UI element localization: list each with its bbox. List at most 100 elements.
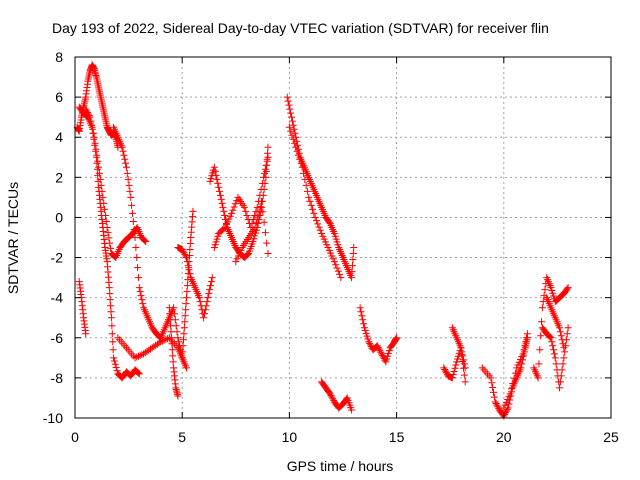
data-point-interp xyxy=(112,363,120,371)
data-point-interp xyxy=(459,364,467,372)
data-point-interp xyxy=(141,237,149,245)
data-point-interp xyxy=(230,203,238,211)
data-point-interp xyxy=(102,217,110,225)
data-point-interp xyxy=(307,201,315,209)
data-point-interp xyxy=(211,167,219,175)
data-point xyxy=(487,374,495,382)
data-point-interp xyxy=(332,261,340,269)
y-tick-label: -10 xyxy=(43,410,63,426)
data-point xyxy=(292,143,300,151)
data-point-interp xyxy=(550,346,558,354)
data-point-interp xyxy=(306,197,314,205)
data-point xyxy=(564,284,572,292)
data-point xyxy=(365,338,373,346)
data-point xyxy=(95,163,103,171)
data-point-interp xyxy=(136,351,144,359)
data-point-interp xyxy=(125,181,133,189)
data-point-interp xyxy=(91,139,99,147)
data-point xyxy=(461,378,469,386)
y-tick-label: 6 xyxy=(55,89,63,105)
data-point-interp xyxy=(213,175,221,183)
series-track-c xyxy=(82,105,150,262)
data-point-interp xyxy=(202,302,210,310)
data-point-interp xyxy=(303,187,311,195)
series-track-t xyxy=(500,330,531,412)
data-point-interp xyxy=(287,127,295,135)
data-point-interp xyxy=(185,252,193,260)
plot-frame xyxy=(74,56,612,419)
data-point-interp xyxy=(559,360,567,368)
data-point-interp xyxy=(493,401,501,409)
data-point-interp xyxy=(494,403,502,411)
data-point-interp xyxy=(521,342,529,350)
data-point-interp xyxy=(285,101,293,109)
data-point-interp xyxy=(134,369,142,377)
data-point-interp xyxy=(328,393,336,401)
data-point-interp xyxy=(140,236,148,244)
data-point xyxy=(283,93,291,101)
axes: 0 5 10 15 20 25 -10 -8 -6 -4 -2 0 2 4 6 8 xyxy=(43,49,619,445)
data-point xyxy=(200,314,208,322)
data-point-interp xyxy=(179,247,187,255)
data-point-interp xyxy=(106,296,114,304)
data-point-interp xyxy=(288,131,296,139)
data-point-interp xyxy=(460,371,468,379)
data-point-interp xyxy=(561,348,569,356)
data-point-interp xyxy=(88,121,96,129)
data-point-interp xyxy=(552,360,560,368)
data-point-interp xyxy=(220,225,228,233)
data-point xyxy=(185,264,193,272)
series-track-p xyxy=(356,304,401,366)
data-point xyxy=(260,173,268,181)
data-point-interp xyxy=(101,211,109,219)
y-tick-label: -6 xyxy=(51,330,64,346)
data-point xyxy=(131,234,139,241)
data-point-interp xyxy=(535,360,543,368)
data-point-interp xyxy=(557,372,565,380)
data-point-interp xyxy=(181,250,189,258)
data-point-interp xyxy=(183,282,191,290)
data-point xyxy=(131,354,139,362)
data-point-interp xyxy=(545,332,553,340)
data-point-interp xyxy=(510,374,518,382)
data-point-interp xyxy=(458,351,466,359)
data-point xyxy=(135,284,143,292)
data-point-interp xyxy=(164,335,172,343)
data-point xyxy=(326,390,334,398)
y-tick-label: 2 xyxy=(55,169,63,185)
data-point xyxy=(457,344,465,352)
data-point-interp xyxy=(508,385,516,393)
data-point-interp xyxy=(106,290,114,298)
data-point xyxy=(253,203,261,211)
data-point-interp xyxy=(128,201,136,209)
data-point-interp xyxy=(366,339,374,347)
data-point-interp xyxy=(360,320,368,328)
data-point-interp xyxy=(260,218,268,226)
series-track-l xyxy=(232,197,272,266)
data-point-interp xyxy=(126,187,134,195)
series-track-m xyxy=(283,93,358,282)
data-point-interp xyxy=(252,218,260,226)
data-point-interp xyxy=(300,169,308,177)
data-point xyxy=(174,334,182,342)
data-point-interp xyxy=(537,332,545,340)
data-point-interp xyxy=(312,217,320,225)
data-point-interp xyxy=(184,270,192,278)
data-point-interp xyxy=(374,343,382,351)
data-point-interp xyxy=(229,206,237,214)
data-point xyxy=(285,123,293,131)
data-point-interp xyxy=(180,330,188,338)
series-track-o xyxy=(318,378,356,414)
data-point-interp xyxy=(558,336,566,344)
data-point xyxy=(348,406,356,414)
data-point-interp xyxy=(289,135,297,143)
data-point-interp xyxy=(134,352,142,360)
data-point-interp xyxy=(92,145,100,153)
x-tick-label: 5 xyxy=(178,429,186,445)
data-point-interp xyxy=(87,117,95,125)
data-point-interp xyxy=(449,371,457,379)
data-point-interp xyxy=(358,312,366,320)
data-point-interp xyxy=(108,330,116,338)
data-point xyxy=(215,183,223,191)
data-point xyxy=(538,304,546,312)
